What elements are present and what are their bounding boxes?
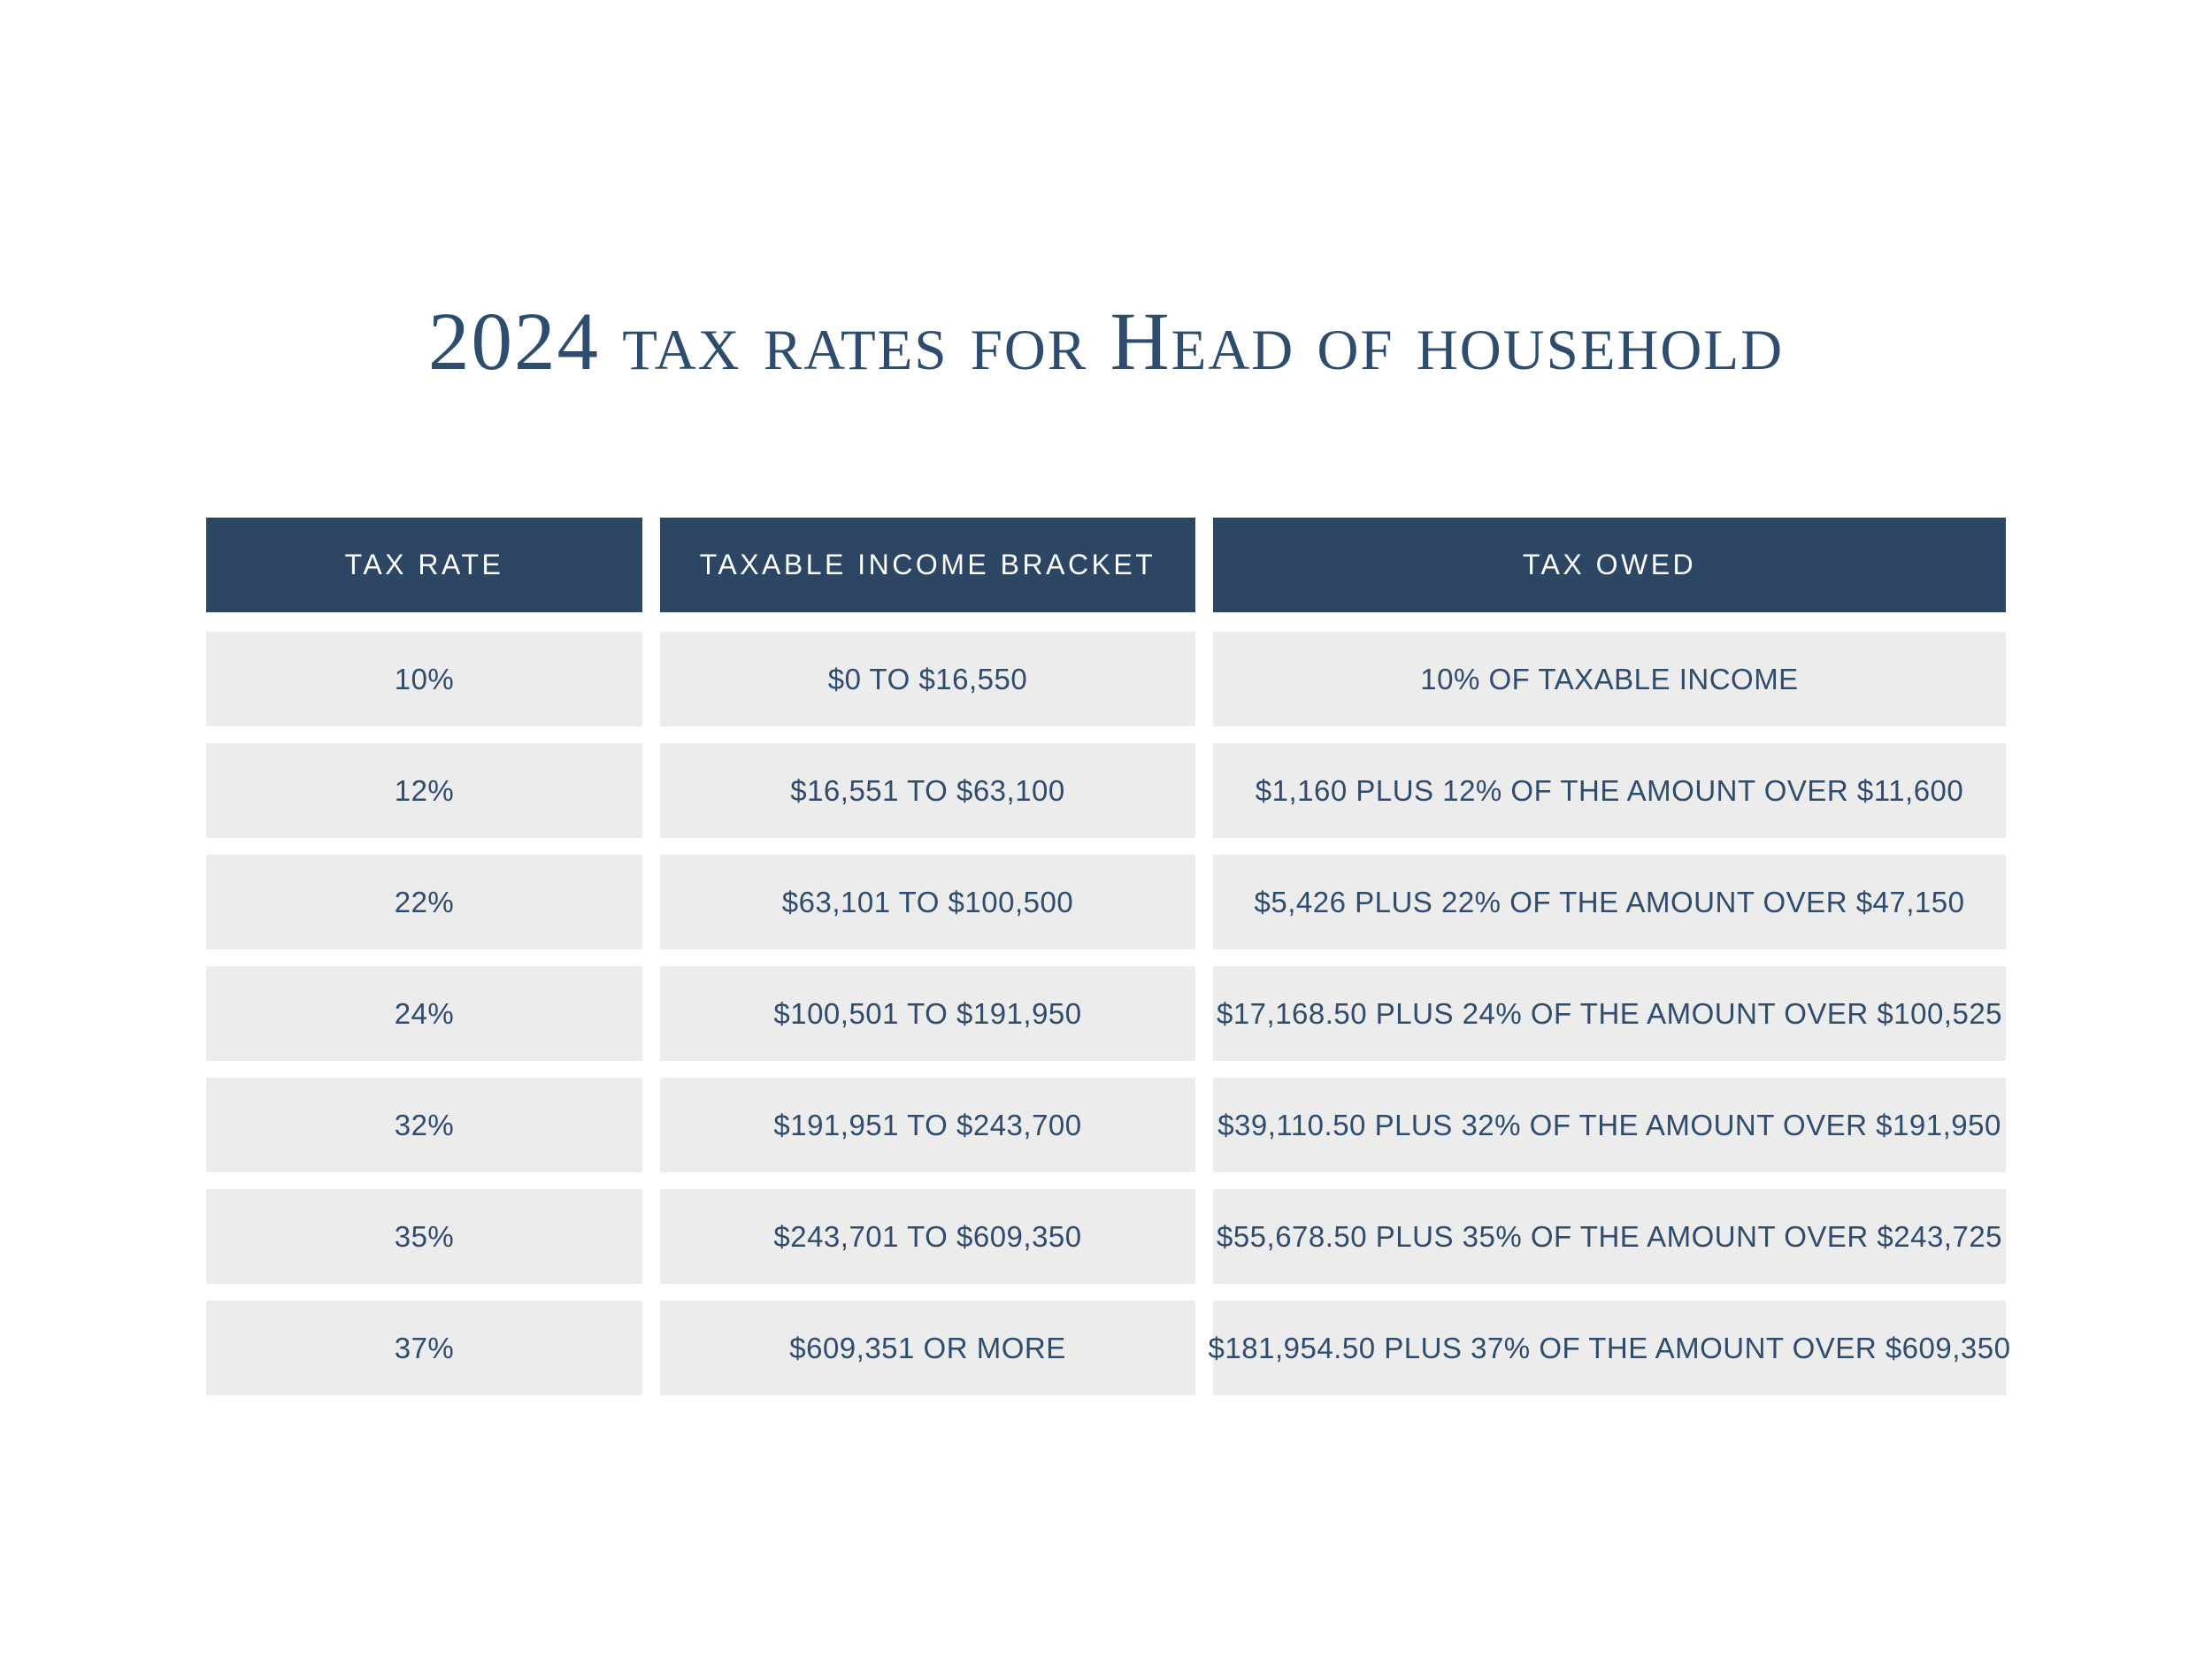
page-title: 2024 tax rates for Head of household xyxy=(427,296,1785,388)
table-row: 22% $63,101 TO $100,500 $5,426 PLUS 22% … xyxy=(206,855,2006,949)
cell-income-bracket: $609,351 OR MORE xyxy=(660,1301,1195,1395)
cell-tax-owed: $1,160 PLUS 12% OF THE AMOUNT OVER $11,6… xyxy=(1213,743,2006,838)
cell-tax-rate: 12% xyxy=(206,743,642,838)
cell-income-bracket: $0 TO $16,550 xyxy=(660,632,1195,726)
cell-income-bracket: $100,501 TO $191,950 xyxy=(660,966,1195,1061)
table-row: 37% $609,351 OR MORE $181,954.50 PLUS 37… xyxy=(206,1301,2010,1395)
cell-tax-rate: 24% xyxy=(206,966,642,1061)
cell-tax-rate: 32% xyxy=(206,1078,642,1172)
cell-tax-owed: $39,110.50 PLUS 32% OF THE AMOUNT OVER $… xyxy=(1213,1078,2006,1172)
header-cell-tax-owed: TAX OWED xyxy=(1213,518,2006,612)
table-row: 24% $100,501 TO $191,950 $17,168.50 PLUS… xyxy=(206,966,2006,1061)
cell-tax-owed: $5,426 PLUS 22% OF THE AMOUNT OVER $47,1… xyxy=(1213,855,2006,949)
cell-income-bracket: $63,101 TO $100,500 xyxy=(660,855,1195,949)
header-cell-income-bracket: TAXABLE INCOME BRACKET xyxy=(660,518,1195,612)
cell-tax-owed: $181,954.50 PLUS 37% OF THE AMOUNT OVER … xyxy=(1209,1301,2010,1395)
cell-tax-rate: 10% xyxy=(206,632,642,726)
cell-income-bracket: $243,701 TO $609,350 xyxy=(660,1189,1195,1284)
cell-income-bracket: $191,951 TO $243,700 xyxy=(660,1078,1195,1172)
cell-tax-rate: 35% xyxy=(206,1189,642,1284)
cell-tax-owed: 10% OF TAXABLE INCOME xyxy=(1213,632,2006,726)
table-row: 10% $0 TO $16,550 10% OF TAXABLE INCOME xyxy=(206,632,2006,726)
table-header-row: TAX RATE TAXABLE INCOME BRACKET TAX OWED xyxy=(206,518,2006,612)
cell-tax-owed: $17,168.50 PLUS 24% OF THE AMOUNT OVER $… xyxy=(1213,966,2006,1061)
cell-tax-owed: $55,678.50 PLUS 35% OF THE AMOUNT OVER $… xyxy=(1213,1189,2006,1284)
cell-tax-rate: 22% xyxy=(206,855,642,949)
tax-rate-table: TAX RATE TAXABLE INCOME BRACKET TAX OWED… xyxy=(206,518,2010,1395)
header-cell-tax-rate: TAX RATE xyxy=(206,518,642,612)
cell-tax-rate: 37% xyxy=(206,1301,642,1395)
table-row: 12% $16,551 TO $63,100 $1,160 PLUS 12% O… xyxy=(206,743,2006,838)
table-row: 35% $243,701 TO $609,350 $55,678.50 PLUS… xyxy=(206,1189,2006,1284)
cell-income-bracket: $16,551 TO $63,100 xyxy=(660,743,1195,838)
table-row: 32% $191,951 TO $243,700 $39,110.50 PLUS… xyxy=(206,1078,2006,1172)
